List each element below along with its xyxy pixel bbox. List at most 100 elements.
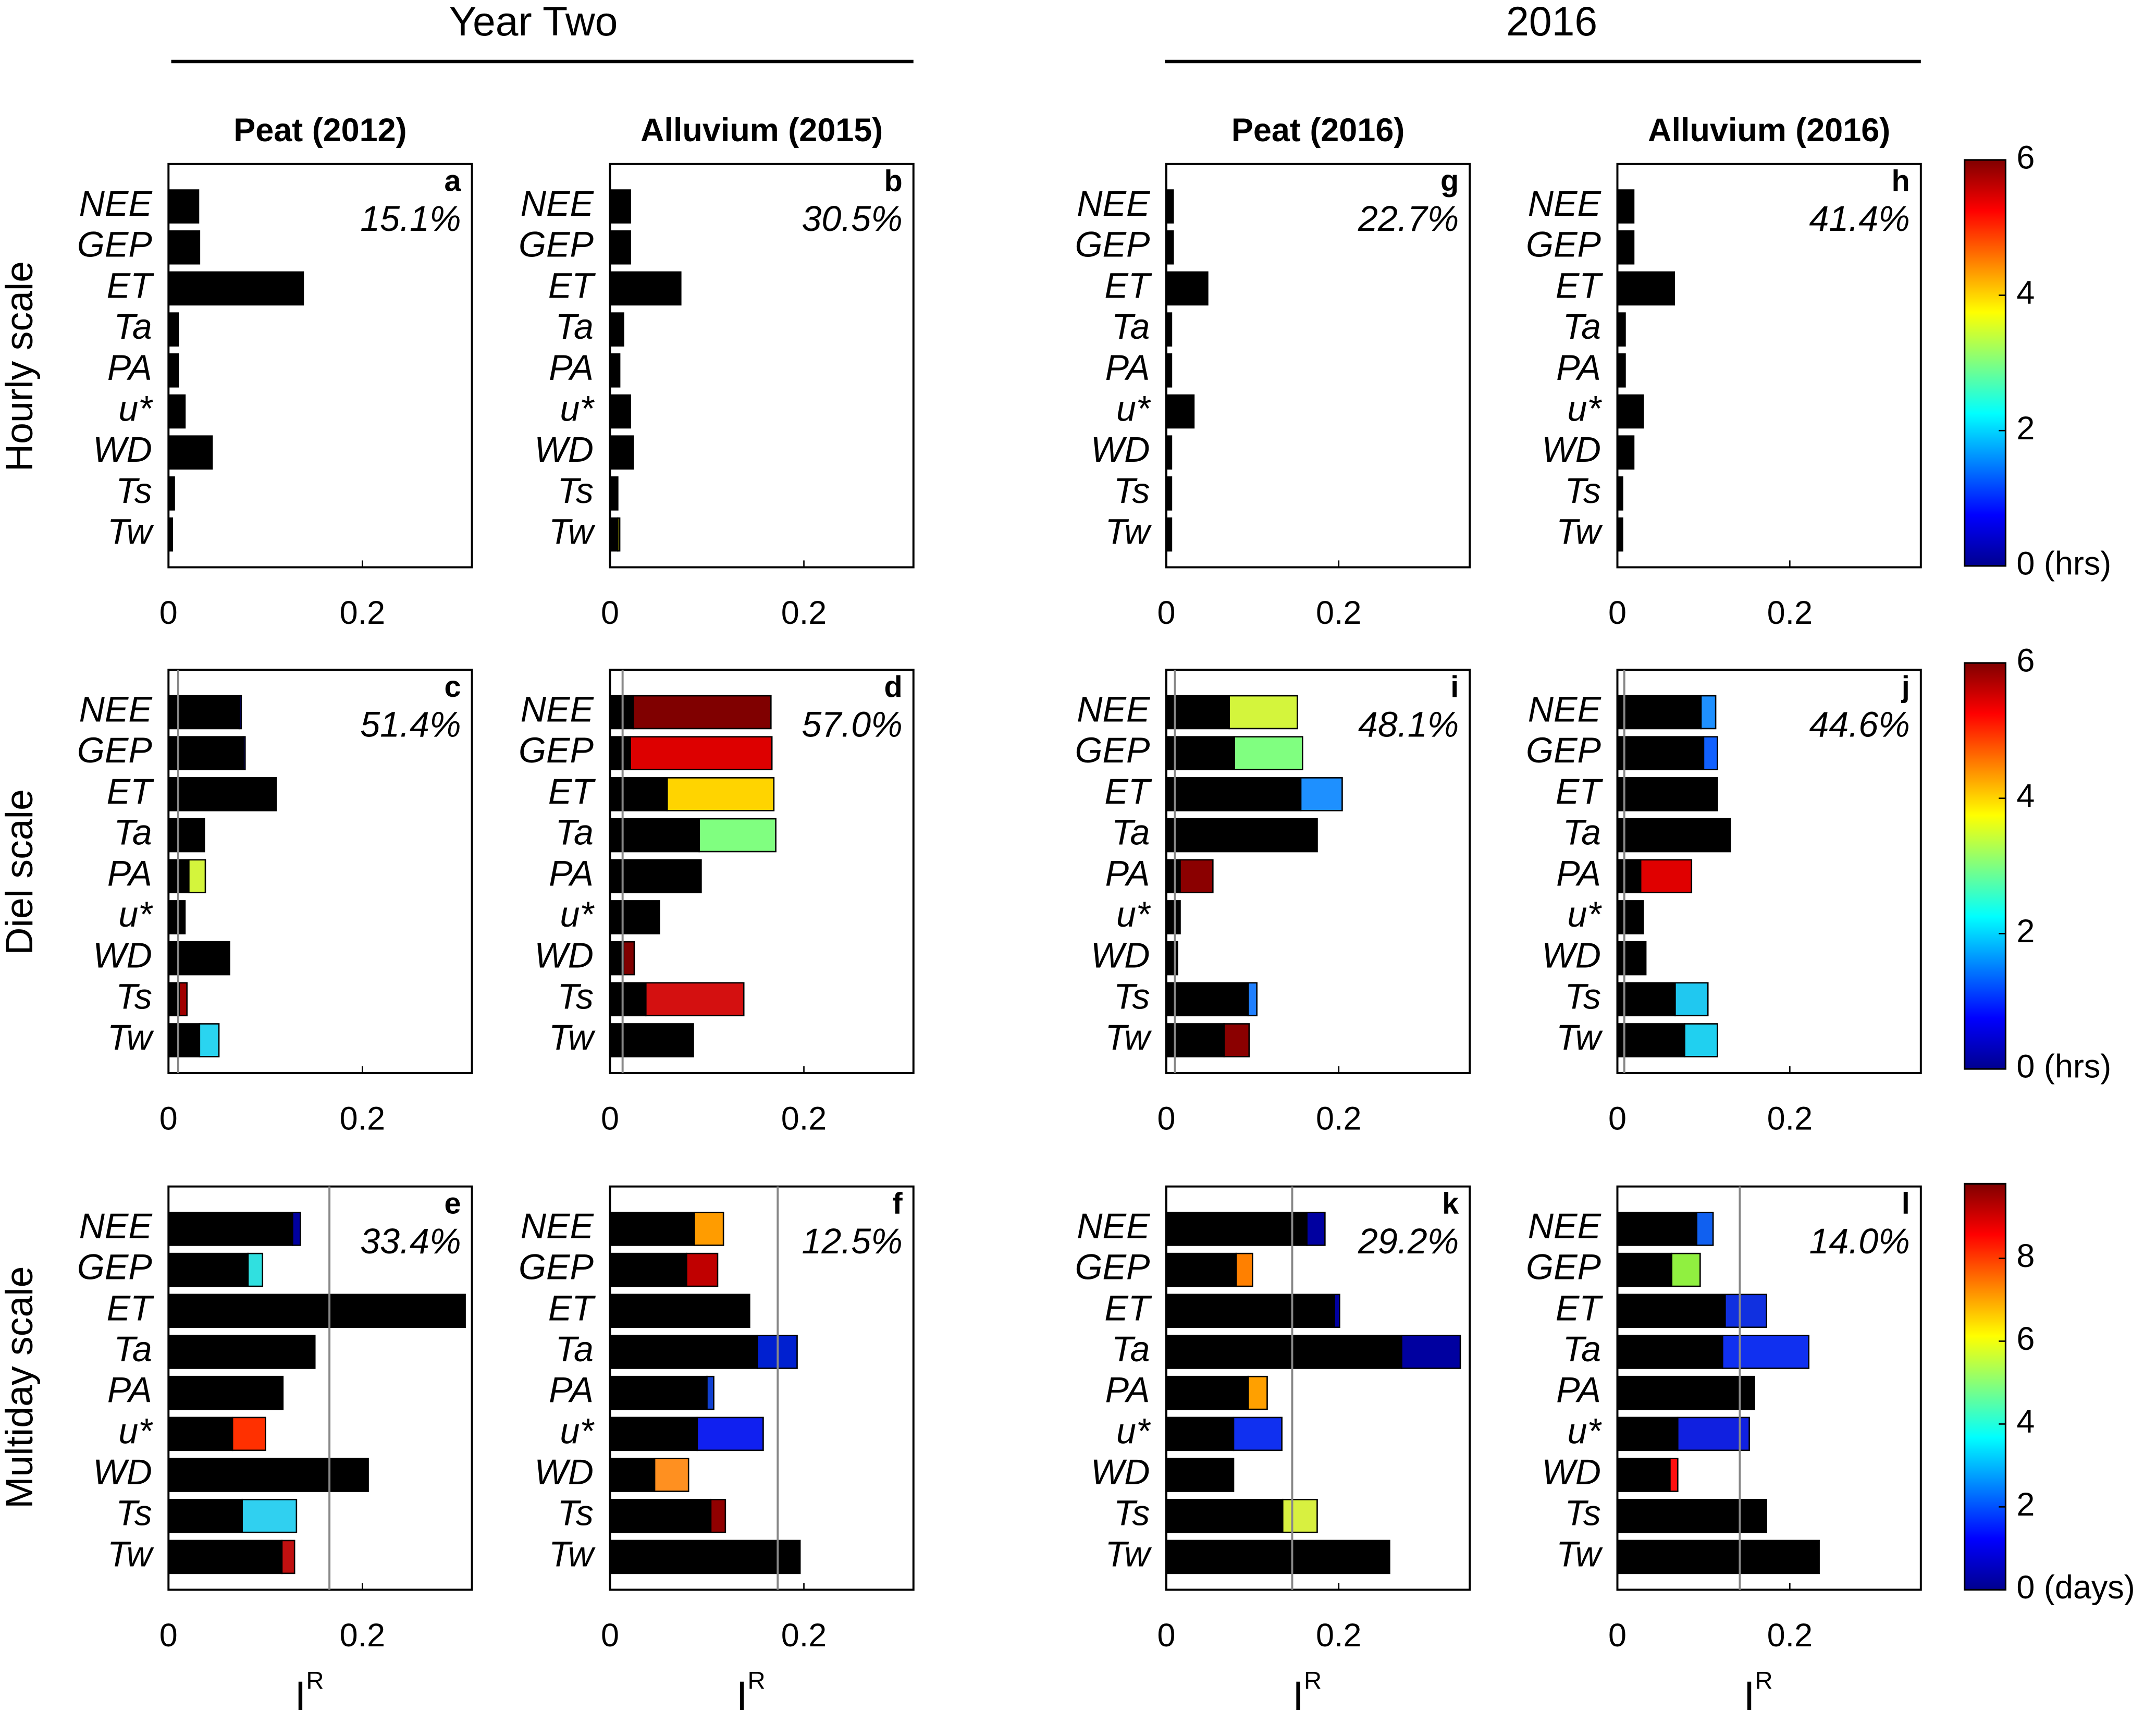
bar-segment [609, 1023, 694, 1057]
bar-lag-segment [1671, 1252, 1701, 1287]
bar-lag-segment [199, 1023, 220, 1057]
bar-segment [1617, 1335, 1723, 1369]
bar-lag-segment [654, 1458, 689, 1492]
bar-segment [167, 695, 240, 730]
y-tick-label: Ts [1565, 1494, 1601, 1533]
bar-segment [1617, 736, 1705, 770]
bar-segment [609, 1252, 687, 1287]
x-tick-label: 0 [601, 1100, 619, 1137]
y-tick-label: Ts [1114, 977, 1150, 1016]
bar-segment [167, 394, 186, 429]
y-tick-label: PA [549, 854, 594, 893]
y-tick-label: Ts [1565, 471, 1601, 511]
bar-segment [1617, 900, 1644, 934]
colorbar-tick-label: 0 (hrs) [2016, 1049, 2111, 1085]
y-tick-label: GEP [519, 1248, 594, 1287]
y-tick-label: PA [1105, 1371, 1150, 1410]
y-tick-label: Ta [1563, 307, 1601, 347]
y-tick-label: Tw [1556, 1534, 1603, 1574]
panel-annotation: 44.6% [1809, 705, 1909, 744]
y-tick-label: PA [1105, 854, 1150, 893]
y-tick-label: Tw [1556, 1018, 1603, 1057]
y-tick-label: u* [1568, 1411, 1603, 1451]
bar-lag-segment [706, 1375, 714, 1410]
bar-segment [609, 1212, 695, 1246]
bar-segment [1617, 517, 1623, 552]
colorbar [1964, 662, 2006, 1070]
bar-segment [167, 353, 179, 388]
y-tick-label: WD [1542, 936, 1601, 976]
y-tick-label: ET [107, 1288, 154, 1328]
y-tick-label: NEE [1528, 1206, 1602, 1246]
bar-segment [1165, 982, 1249, 1017]
y-tick-label: Ts [1114, 471, 1150, 511]
panel-annotation: 41.4% [1809, 199, 1909, 239]
bar-segment [1617, 1417, 1679, 1451]
bar-segment [609, 1498, 712, 1533]
bar-lag-segment [1640, 859, 1693, 894]
y-tick-label: GEP [1526, 1248, 1601, 1287]
x-tick-label: 0.2 [1316, 1100, 1362, 1137]
bar-segment [167, 1294, 466, 1328]
panel-annotation: 22.7% [1358, 199, 1459, 239]
bar-segment [1165, 435, 1173, 470]
x-axis-label-main: I [294, 1673, 306, 1719]
y-tick-label: GEP [77, 225, 153, 265]
y-tick-label: NEE [1077, 690, 1151, 730]
bar-lag-segment [1247, 982, 1258, 1017]
y-tick-label: GEP [519, 225, 594, 265]
bar-segment [1165, 476, 1173, 511]
panel-annotation: 30.5% [802, 199, 902, 239]
bar-lag-segment [1401, 1335, 1461, 1369]
y-tick-label: u* [118, 895, 153, 934]
y-tick-label: PA [1556, 854, 1601, 893]
y-tick-label: ET [548, 266, 596, 305]
panel-letter: e [444, 1187, 461, 1221]
bar-lag-segment [694, 1212, 724, 1246]
y-tick-label: NEE [1077, 184, 1151, 224]
bar-segment [1617, 476, 1623, 511]
bar-lag-segment [1306, 1212, 1326, 1246]
colorbar-tick-label: 0 (hrs) [2016, 545, 2111, 582]
y-tick-label: Tw [107, 1534, 154, 1574]
row-title: Hourly scale [0, 261, 41, 472]
bar-lag-segment [281, 1540, 295, 1574]
bar-lag-segment [241, 1498, 298, 1533]
x-tick-label: 0.2 [340, 1617, 386, 1654]
bar-segment [167, 517, 174, 552]
x-axis-label-main: I [736, 1673, 748, 1719]
bar-segment [609, 189, 631, 224]
bar-segment [609, 394, 631, 429]
bar-segment [1165, 1212, 1308, 1246]
bar-segment [609, 736, 631, 770]
x-tick-label: 0.2 [1767, 1617, 1813, 1654]
y-tick-label: Ta [556, 1329, 594, 1369]
x-tick-label: 0.2 [340, 595, 386, 631]
y-tick-label: Tw [107, 512, 154, 552]
colorbar-tick-label: 6 [2016, 1321, 2035, 1357]
bar-lag-segment [1724, 1294, 1767, 1328]
y-tick-label: NEE [521, 1206, 595, 1246]
x-tick-label: 0 [1157, 595, 1175, 631]
bar-segment [1165, 353, 1173, 388]
colorbar-tick-label: 2 [2016, 1486, 2035, 1523]
panel-annotation: 29.2% [1358, 1222, 1459, 1261]
bar-segment [1617, 777, 1718, 811]
y-tick-label: PA [107, 1371, 152, 1410]
group-title: 2016 [1506, 0, 1597, 44]
bar-segment [1165, 1458, 1235, 1492]
y-tick-label: WD [534, 430, 594, 470]
y-tick-label: Tw [549, 1018, 596, 1057]
bar-segment [167, 1417, 233, 1451]
bar-lag-segment [1669, 1458, 1679, 1492]
y-tick-label: GEP [77, 731, 153, 770]
bar-lag-segment [1234, 736, 1303, 770]
y-tick-label: Ta [1112, 307, 1150, 347]
colorbar [1964, 1183, 2006, 1591]
bar-segment [1617, 1458, 1671, 1492]
bar-segment [167, 230, 201, 265]
y-tick-label: GEP [1075, 1248, 1151, 1287]
bar-lag-segment [696, 1417, 764, 1451]
bar-segment [167, 271, 304, 306]
